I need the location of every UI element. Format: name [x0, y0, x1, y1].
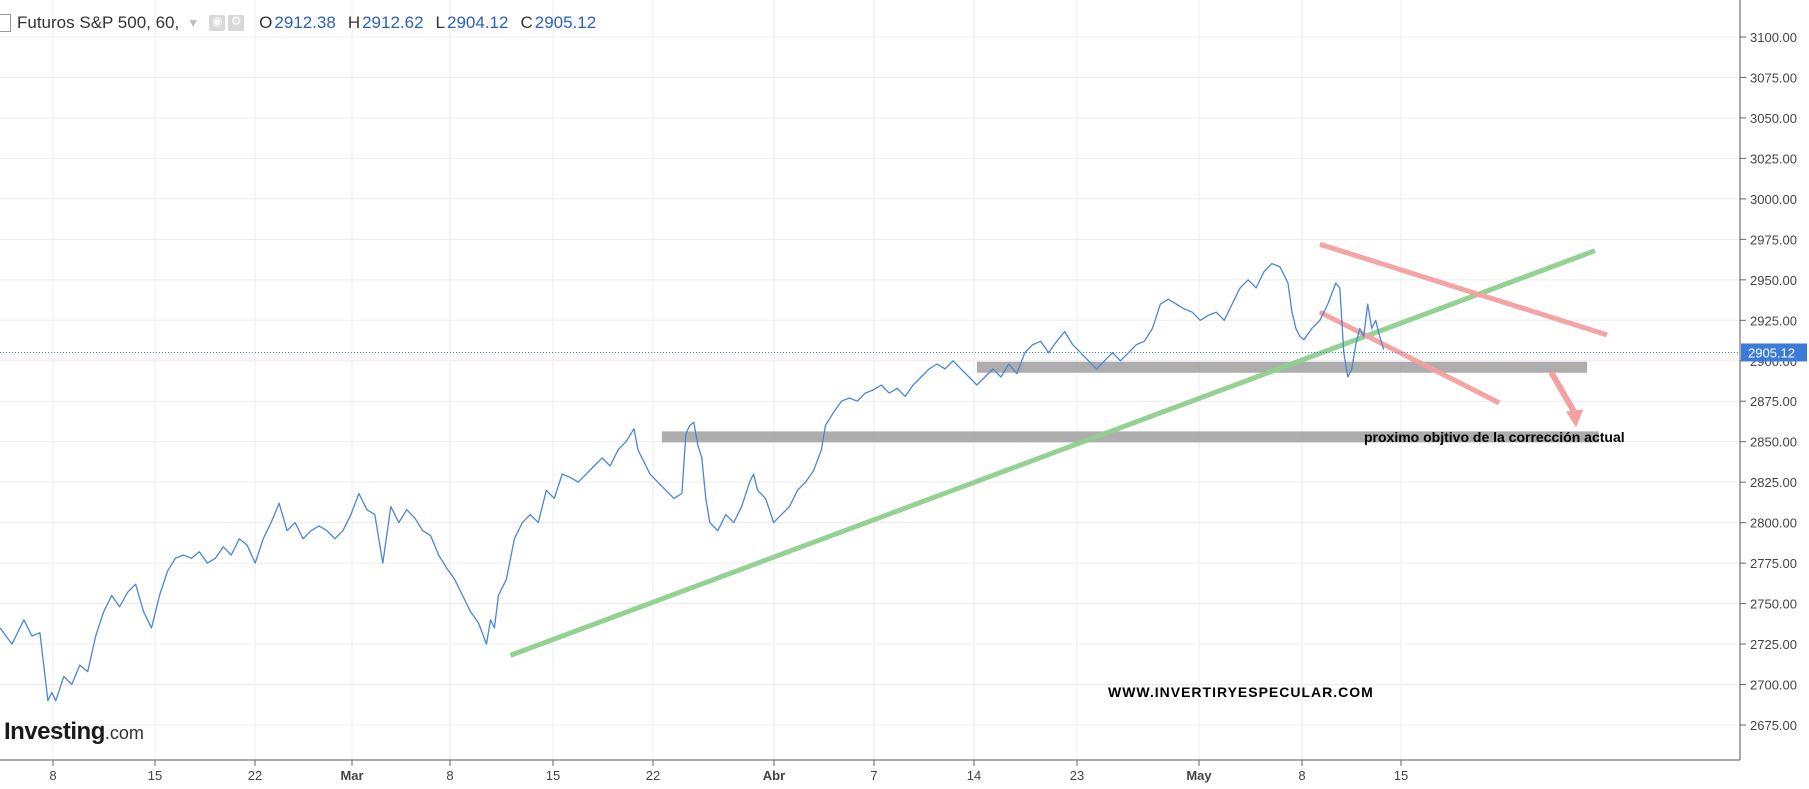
- y-tick-label: 2925.00: [1750, 313, 1797, 328]
- target-annotation[interactable]: proximo objtivo de la corrección actual: [1364, 429, 1625, 445]
- x-tick-label: 22: [646, 768, 660, 783]
- y-tick-label: 3025.00: [1750, 151, 1797, 166]
- series-layer: [0, 262, 1385, 702]
- panel-edge: [0, 14, 11, 32]
- y-tick-label: 3000.00: [1750, 192, 1797, 207]
- drawing-layer: [509, 241, 1608, 658]
- gear-icon[interactable]: ⚙: [228, 14, 245, 31]
- high-key: H: [347, 13, 361, 32]
- y-tick-label: 2800.00: [1750, 516, 1797, 531]
- arrow-down-icon: [1566, 409, 1584, 428]
- price-axis[interactable]: 3100.00 3075.00 3050.00 3025.00 3000.00 2975.…: [1739, 0, 1797, 760]
- y-tick-label: 2875.00: [1750, 394, 1797, 409]
- eye-icon[interactable]: ◉: [209, 14, 226, 31]
- close-value: 2905.12: [534, 13, 597, 32]
- low-value: 2904.12: [447, 13, 509, 32]
- y-tick-label: 2950.00: [1750, 273, 1797, 288]
- x-tick-label: 15: [1394, 768, 1408, 783]
- grid: [0, 0, 1740, 760]
- price-line: [0, 262, 1385, 702]
- x-tick-label: 8: [49, 768, 56, 783]
- y-tick-label: 3075.00: [1750, 70, 1797, 85]
- x-tick-label: 15: [148, 768, 162, 783]
- green-trendline[interactable]: [509, 248, 1596, 658]
- y-tick-label: 2825.00: [1750, 475, 1797, 490]
- last-price-badge: [1741, 343, 1807, 362]
- overlay-layer: 2905.12 proximo objtivo de la corrección …: [0, 343, 1807, 700]
- y-tick-label: 2725.00: [1750, 637, 1797, 652]
- investing-logo: Investing.com: [4, 718, 144, 746]
- x-tick-label: Abr: [763, 768, 785, 783]
- y-tick-label: 2975.00: [1750, 232, 1797, 247]
- arrow-shaft: [1548, 370, 1578, 416]
- logo-suffix: .com: [104, 723, 144, 743]
- x-tick-label: Mar: [340, 768, 363, 783]
- x-tick-label: 15: [546, 768, 560, 783]
- logo-main: Investing: [4, 718, 105, 745]
- x-tick-label: 14: [967, 768, 981, 783]
- y-tick-label: 2775.00: [1750, 556, 1797, 571]
- chevron-down-icon[interactable]: ▼: [187, 16, 200, 30]
- x-tick-label: 23: [1070, 768, 1084, 783]
- red-channel-lower[interactable]: [1318, 309, 1501, 406]
- y-tick-label: 2750.00: [1750, 597, 1797, 612]
- y-tick-label: 3050.00: [1750, 111, 1797, 126]
- y-tick-label: 2675.00: [1750, 718, 1797, 733]
- y-tick-label: 2850.00: [1750, 435, 1797, 450]
- x-tick-label: May: [1186, 768, 1212, 783]
- close-key: C: [520, 13, 533, 32]
- open-value: 2912.38: [274, 13, 336, 32]
- x-tick-label: 8: [446, 768, 453, 783]
- high-value: 2912.62: [362, 13, 424, 32]
- symbol-title[interactable]: Futuros S&P 500, 60,: [17, 13, 180, 32]
- open-key: O: [259, 13, 273, 32]
- y-tick-label: 2700.00: [1750, 678, 1797, 693]
- x-tick-label: 7: [870, 768, 877, 783]
- chart-header: Futuros S&P 500, 60, ▼ ◉ ⚙ O 2912.38 H 291…: [0, 10, 596, 36]
- x-tick-label: 22: [248, 768, 262, 783]
- last-price-label: 2905.12: [1748, 345, 1795, 360]
- x-tick-label: 8: [1298, 768, 1305, 783]
- y-tick-label: 3100.00: [1750, 30, 1797, 45]
- time-axis[interactable]: 8 15 22 Mar 8 15 22 Abr 7 14 23 May 8 15: [0, 759, 1740, 783]
- low-key: L: [435, 13, 446, 32]
- website-watermark: WWW.INVERTIRYESPECULAR.COM: [1108, 684, 1374, 700]
- red-channel-upper[interactable]: [1319, 241, 1608, 338]
